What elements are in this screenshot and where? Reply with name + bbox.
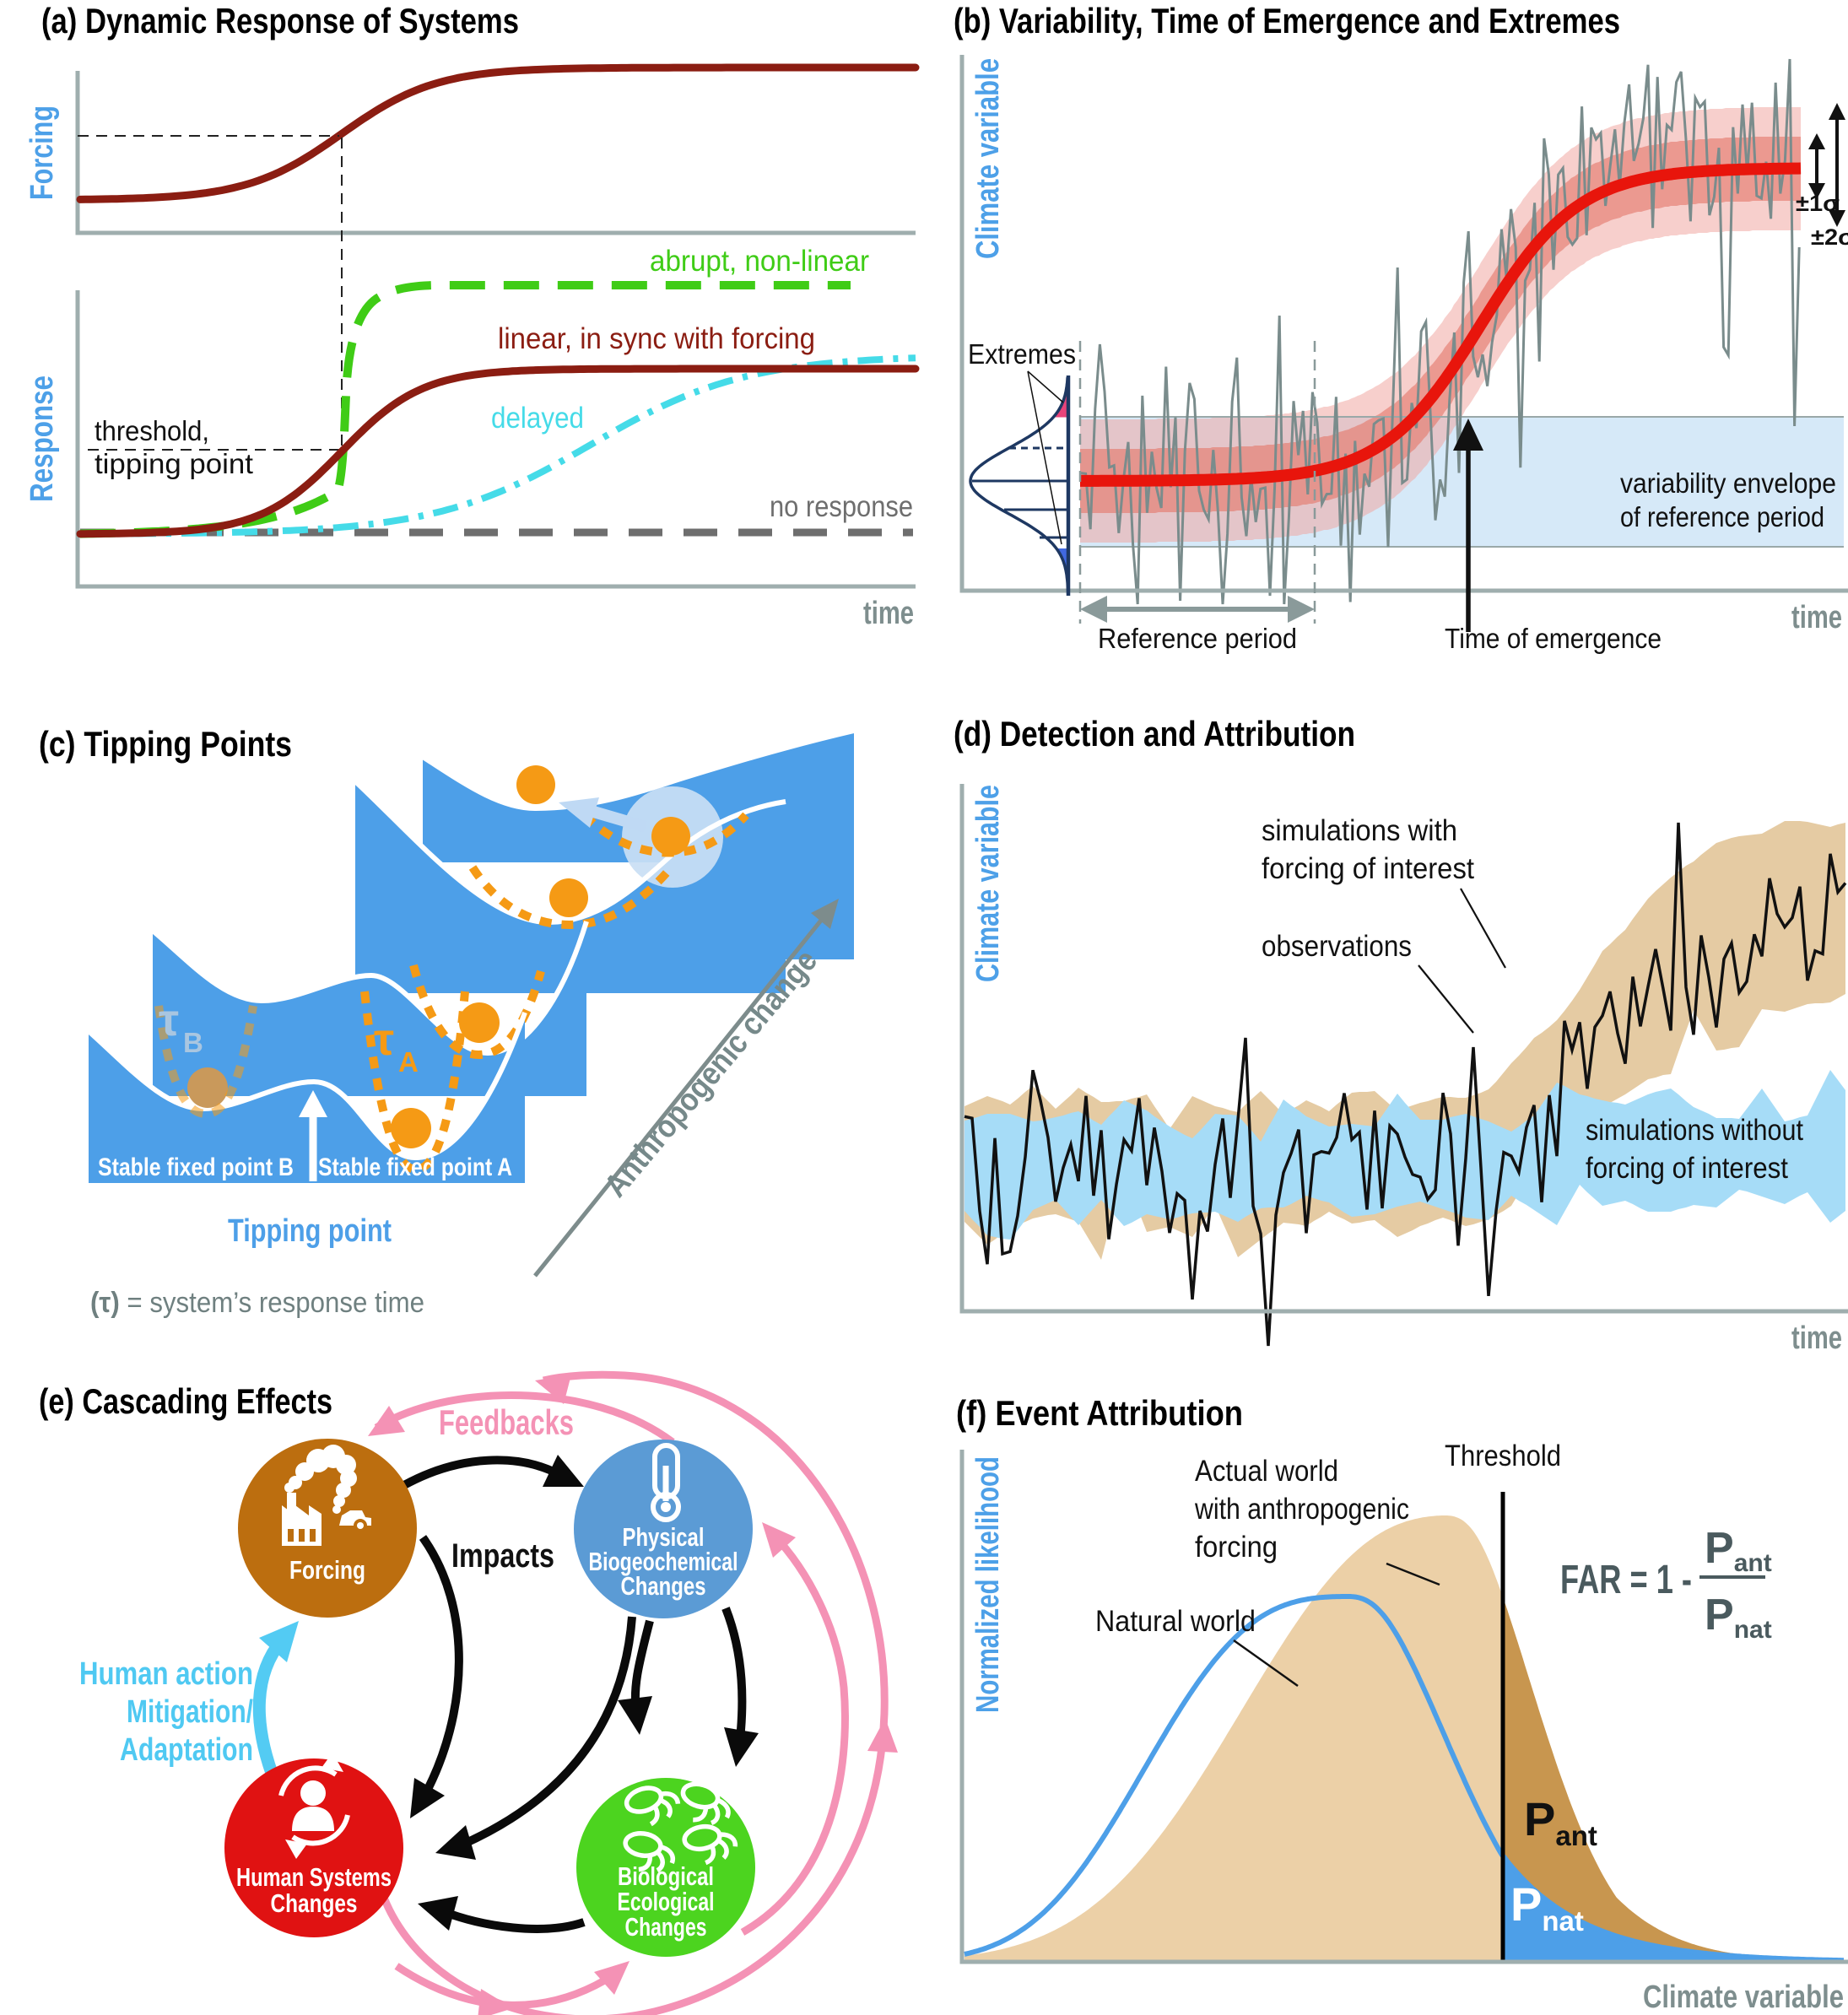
svg-text:Changes: Changes xyxy=(271,1888,358,1918)
svg-text:Pant: Pant xyxy=(1705,1524,1772,1577)
svg-text:Impacts: Impacts xyxy=(451,1537,554,1575)
svg-text:±2σ: ±2σ xyxy=(1811,224,1848,250)
svg-text:Extremes: Extremes xyxy=(968,338,1076,370)
svg-text:forcing of interest: forcing of interest xyxy=(1586,1152,1788,1185)
svg-text:B: B xyxy=(183,1027,203,1058)
svg-text:(c) Tipping Points: (c) Tipping Points xyxy=(39,724,292,764)
svg-text:Normalized likelihood: Normalized likelihood xyxy=(970,1456,1006,1713)
svg-text:Response: Response xyxy=(24,375,60,502)
svg-text:Climate variable: Climate variable xyxy=(970,785,1006,982)
svg-text:Reference period: Reference period xyxy=(1098,623,1297,654)
svg-text:(e) Cascading Effects: (e) Cascading Effects xyxy=(39,1381,332,1421)
svg-text:Tipping point: Tipping point xyxy=(228,1213,392,1249)
svg-text:observations: observations xyxy=(1262,930,1412,963)
svg-text:with anthropogenic: with anthropogenic xyxy=(1194,1493,1409,1526)
svg-text:(d) Detection and Attribution: (d) Detection and Attribution xyxy=(954,714,1355,754)
svg-text:variability envelope: variability envelope xyxy=(1620,467,1836,499)
svg-text:A: A xyxy=(398,1046,419,1078)
svg-text:time: time xyxy=(1791,600,1842,635)
svg-text:of reference period: of reference period xyxy=(1620,501,1824,532)
svg-text:Feedbacks: Feedbacks xyxy=(439,1402,574,1442)
svg-text:delayed: delayed xyxy=(491,402,584,435)
svg-text:Forcing: Forcing xyxy=(289,1555,365,1585)
svg-text:Stable fixed point B: Stable fixed point B xyxy=(98,1153,294,1181)
svg-text:Natural world: Natural world xyxy=(1095,1605,1256,1638)
svg-text:forcing of interest: forcing of interest xyxy=(1262,852,1474,885)
svg-text:abrupt, non-linear: abrupt, non-linear xyxy=(650,245,869,278)
svg-text:(τ) = system’s response time: (τ) = system’s response time xyxy=(90,1287,424,1319)
svg-text:Forcing: Forcing xyxy=(24,105,60,200)
svg-text:Human Systems: Human Systems xyxy=(236,1862,392,1892)
svg-text:Physical: Physical xyxy=(623,1522,705,1552)
svg-text:Mitigation/: Mitigation/ xyxy=(127,1694,253,1730)
svg-text:threshold,: threshold, xyxy=(95,415,209,446)
svg-text:Stable fixed point A: Stable fixed point A xyxy=(318,1153,512,1181)
svg-text:Time of emergence: Time of emergence xyxy=(1445,623,1662,654)
svg-text:Climate variable: Climate variable xyxy=(1643,1980,1844,2015)
svg-text:FAR = 1 -: FAR = 1 - xyxy=(1560,1558,1692,1602)
svg-text:τ: τ xyxy=(159,995,179,1045)
svg-text:simulations with: simulations with xyxy=(1262,814,1457,847)
svg-text:Human action: Human action xyxy=(79,1656,253,1692)
svg-text:Changes: Changes xyxy=(625,1912,707,1942)
svg-text:Biogeochemical: Biogeochemical xyxy=(589,1547,738,1576)
svg-text:Changes: Changes xyxy=(621,1571,706,1601)
svg-text:simulations without: simulations without xyxy=(1586,1114,1803,1147)
svg-text:(b) Variability, Time of Emerg: (b) Variability, Time of Emergence and E… xyxy=(954,1,1620,41)
svg-text:Adaptation: Adaptation xyxy=(120,1732,253,1768)
svg-text:no response: no response xyxy=(770,490,913,523)
svg-text:linear, in sync with forcing: linear, in sync with forcing xyxy=(498,322,815,355)
svg-text:Ecological: Ecological xyxy=(618,1887,715,1916)
svg-text:(a) Dynamic Response of System: (a) Dynamic Response of Systems xyxy=(41,1,519,41)
svg-text:time: time xyxy=(1791,1321,1842,1356)
svg-text:(f) Event Attribution: (f) Event Attribution xyxy=(956,1393,1243,1433)
svg-text:Actual world: Actual world xyxy=(1195,1455,1338,1488)
svg-text:tipping point: tipping point xyxy=(95,448,253,479)
svg-text:Threshold: Threshold xyxy=(1445,1440,1561,1472)
svg-text:τ: τ xyxy=(374,1014,394,1065)
svg-text:Biological: Biological xyxy=(618,1861,714,1891)
svg-text:time: time xyxy=(863,596,914,631)
svg-text:±1σ: ±1σ xyxy=(1796,191,1840,216)
svg-text:forcing: forcing xyxy=(1195,1531,1278,1564)
svg-text:Climate variable: Climate variable xyxy=(970,58,1006,259)
